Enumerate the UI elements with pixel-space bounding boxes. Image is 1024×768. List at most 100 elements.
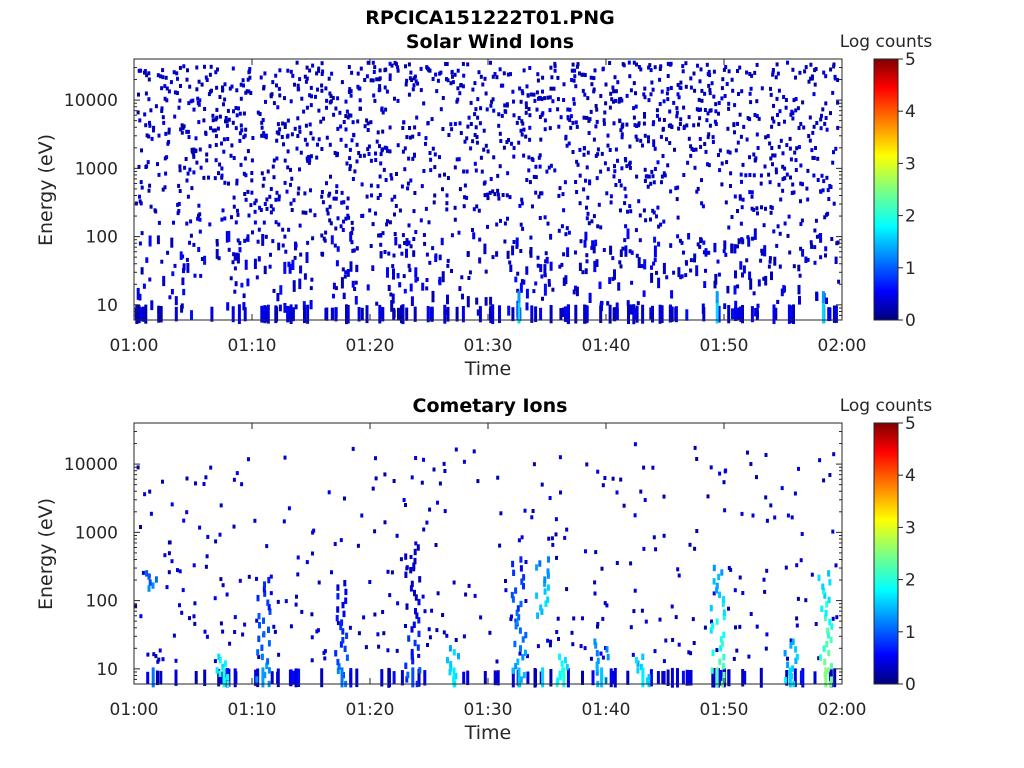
heatmap-cell <box>452 580 456 585</box>
heatmap-cell <box>276 668 280 688</box>
heatmap-cell <box>672 100 676 105</box>
heatmap-cell <box>198 98 202 103</box>
heatmap-cell <box>152 128 155 133</box>
heatmap-cell <box>255 275 259 280</box>
heatmap-cell <box>236 208 239 213</box>
heatmap-cell <box>760 205 763 210</box>
heatmap-cell <box>512 113 516 118</box>
heatmap-cell <box>145 570 149 577</box>
heatmap-cell <box>452 649 456 656</box>
heatmap-cell <box>295 146 299 151</box>
heatmap-cell <box>258 205 262 210</box>
heatmap-cell <box>425 286 429 291</box>
heatmap-cell <box>483 76 487 81</box>
heatmap-cell <box>299 150 303 155</box>
heatmap-cell <box>434 543 438 547</box>
heatmap-cell <box>734 307 738 321</box>
heatmap-cell <box>706 111 710 116</box>
heatmap-cell <box>810 572 814 577</box>
heatmap-cell <box>796 106 800 111</box>
heatmap-cell <box>404 662 408 669</box>
heatmap-cell <box>210 88 213 93</box>
heatmap-cell <box>592 243 596 254</box>
heatmap-cell <box>422 457 425 462</box>
heatmap-cell <box>439 70 443 75</box>
heatmap-cell <box>214 70 218 75</box>
heatmap-cell <box>512 146 516 150</box>
heatmap-cell <box>553 61 557 66</box>
heatmap-cell <box>387 251 391 256</box>
heatmap-cell <box>708 123 712 128</box>
heatmap-cell <box>255 676 259 683</box>
heatmap-cell <box>360 513 364 518</box>
heatmap-cell <box>660 305 664 323</box>
heatmap-cell <box>421 282 425 291</box>
heatmap-cell <box>178 164 182 169</box>
heatmap-cell <box>414 608 417 615</box>
heatmap-cell <box>798 70 802 75</box>
heatmap-cell <box>291 73 295 78</box>
heatmap-cell <box>425 252 429 257</box>
heatmap-cell <box>592 76 596 81</box>
heatmap-cell <box>792 264 796 269</box>
heatmap-cell <box>496 475 500 480</box>
heatmap-cell <box>275 130 279 135</box>
heatmap-cell <box>615 308 619 321</box>
heatmap-cell <box>791 665 795 672</box>
colorbar-solar-wind <box>874 59 898 320</box>
heatmap-cell <box>341 628 345 635</box>
heatmap-cell <box>734 148 738 153</box>
heatmap-cell <box>296 572 300 577</box>
heatmap-cell <box>624 224 628 229</box>
heatmap-cell <box>575 124 579 129</box>
heatmap-cell <box>719 636 723 643</box>
heatmap-cell <box>420 184 424 189</box>
heatmap-cell <box>269 210 273 215</box>
heatmap-cell <box>741 591 745 595</box>
heatmap-cell <box>391 264 395 269</box>
heatmap-cell <box>605 603 609 608</box>
heatmap-cell <box>712 69 716 74</box>
heatmap-cell <box>172 633 176 638</box>
heatmap-cell <box>254 198 258 203</box>
heatmap-cell <box>689 85 693 90</box>
heatmap-cell <box>529 92 533 97</box>
heatmap-cell <box>547 165 551 170</box>
heatmap-cell <box>276 105 280 110</box>
heatmap-cell <box>365 194 369 199</box>
heatmap-cell <box>729 184 732 188</box>
heatmap-cell <box>606 301 610 306</box>
heatmap-cell <box>401 149 405 154</box>
heatmap-cell <box>157 220 161 225</box>
heatmap-cell <box>595 669 599 676</box>
heatmap-cell <box>262 131 266 136</box>
heatmap-cell <box>335 260 339 267</box>
heatmap-cell <box>572 289 576 295</box>
heatmap-cell <box>434 72 438 77</box>
heatmap-cell <box>714 122 718 126</box>
heatmap-cell <box>713 119 717 124</box>
heatmap-cell <box>731 88 735 93</box>
heatmap-cell <box>706 162 709 167</box>
heatmap-cell <box>246 234 250 242</box>
heatmap-cell <box>246 278 250 287</box>
heatmap-cell <box>308 68 312 73</box>
heatmap-cell <box>571 150 575 154</box>
heatmap-cell <box>585 305 589 323</box>
heatmap-cell <box>753 158 757 163</box>
heatmap-cell <box>298 77 302 82</box>
heatmap-cell <box>159 670 163 685</box>
heatmap-cell <box>789 638 793 643</box>
heatmap-cell <box>355 264 359 273</box>
heatmap-cell <box>669 189 673 194</box>
heatmap-cell <box>369 120 373 125</box>
heatmap-cell <box>775 243 779 248</box>
heatmap-cell <box>269 252 272 257</box>
heatmap-cell <box>702 240 706 245</box>
heatmap-cell <box>628 74 632 79</box>
heatmap-cell <box>682 173 686 177</box>
heatmap-cell <box>400 306 404 323</box>
heatmap-cell <box>586 96 590 101</box>
heatmap-cell <box>302 109 306 114</box>
